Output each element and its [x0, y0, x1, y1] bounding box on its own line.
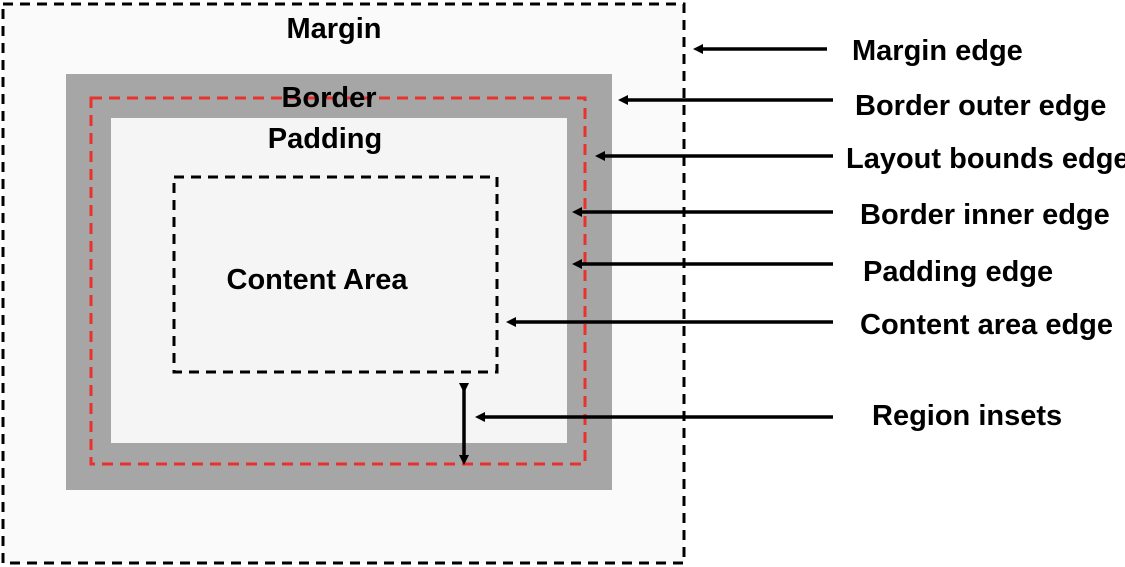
callout-padding-edge: Padding edge — [863, 256, 1053, 288]
margin-label: Margin — [286, 13, 381, 45]
padding-region — [111, 118, 567, 443]
callout-border-outer-edge: Border outer edge — [855, 90, 1106, 122]
callout-region-insets: Region insets — [872, 400, 1062, 432]
border-label: Border — [281, 82, 376, 114]
layout-bounds-outline — [89, 96, 587, 466]
callout-border-inner-edge: Border inner edge — [860, 199, 1110, 231]
content-area-outline — [172, 175, 499, 374]
callout-content-area-edge: Content area edge — [860, 309, 1113, 341]
callout-margin-edge: Margin edge — [852, 35, 1023, 67]
content-area-label: Content Area — [227, 264, 409, 296]
callout-layout-bounds-edge: Layout bounds edge — [846, 143, 1125, 175]
padding-label: Padding — [268, 123, 382, 155]
